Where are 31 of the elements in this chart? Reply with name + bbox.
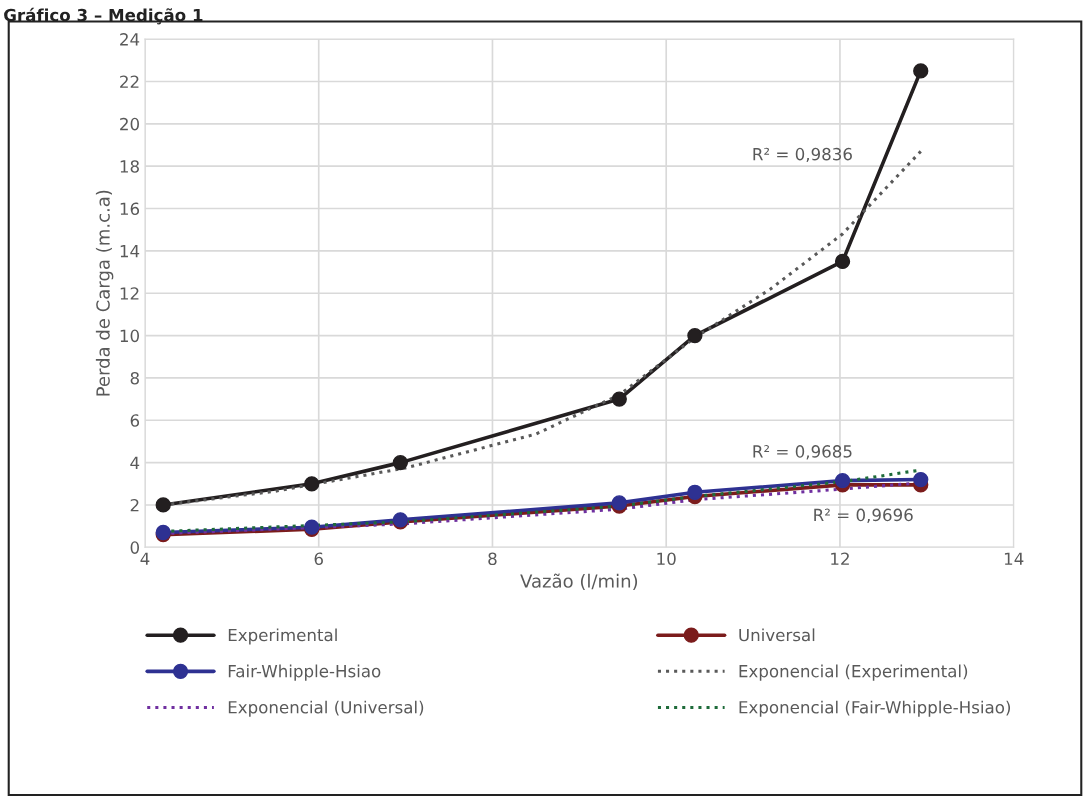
x-tick-label: 6 bbox=[314, 552, 323, 566]
y-tick-label: 24 bbox=[120, 33, 140, 46]
y-tick-label: 12 bbox=[120, 287, 139, 300]
y-tick-label: 20 bbox=[120, 117, 139, 131]
y-tick-label: 0 bbox=[130, 541, 139, 554]
x-axis-title: Vazão (l/min) bbox=[520, 573, 638, 590]
legend-label: Exponencial (Fair-Whipple-Hsiao) bbox=[739, 700, 1011, 717]
y-tick-label: 10 bbox=[120, 329, 139, 343]
y-tick-label: 6 bbox=[130, 414, 140, 427]
annotation: R² = 0,9685 bbox=[753, 445, 852, 460]
y-tick-label: 8 bbox=[130, 371, 139, 385]
y-axis-title: Perda de Carga (m.c.a) bbox=[95, 190, 114, 396]
annotation: R² = 0,9836 bbox=[753, 147, 852, 163]
chart-title: Gráfico 3 – Medição 1 bbox=[4, 7, 203, 25]
legend-label: Exponencial (Experimental) bbox=[739, 664, 968, 681]
x-tick-label: 8 bbox=[488, 552, 497, 566]
legend-label: Experimental bbox=[228, 628, 337, 645]
legend-label: Exponencial (Universal) bbox=[228, 700, 424, 717]
x-tick-label: 10 bbox=[657, 552, 676, 566]
legend-label: Universal bbox=[739, 628, 815, 642]
x-tick-label: 4 bbox=[140, 552, 150, 565]
y-tick-label: 18 bbox=[120, 160, 139, 173]
legend-label: Fair-Whipple-Hsiao bbox=[228, 664, 381, 681]
y-tick-label: 16 bbox=[120, 202, 140, 216]
y-tick-label: 14 bbox=[120, 245, 140, 258]
annotation: R² = 0,9696 bbox=[814, 508, 913, 523]
x-tick-label: 14 bbox=[1004, 552, 1024, 565]
x-tick-label: 12 bbox=[831, 552, 849, 565]
y-tick-label: 4 bbox=[130, 456, 140, 469]
y-tick-label: 2 bbox=[130, 498, 139, 512]
y-tick-label: 22 bbox=[120, 75, 139, 88]
